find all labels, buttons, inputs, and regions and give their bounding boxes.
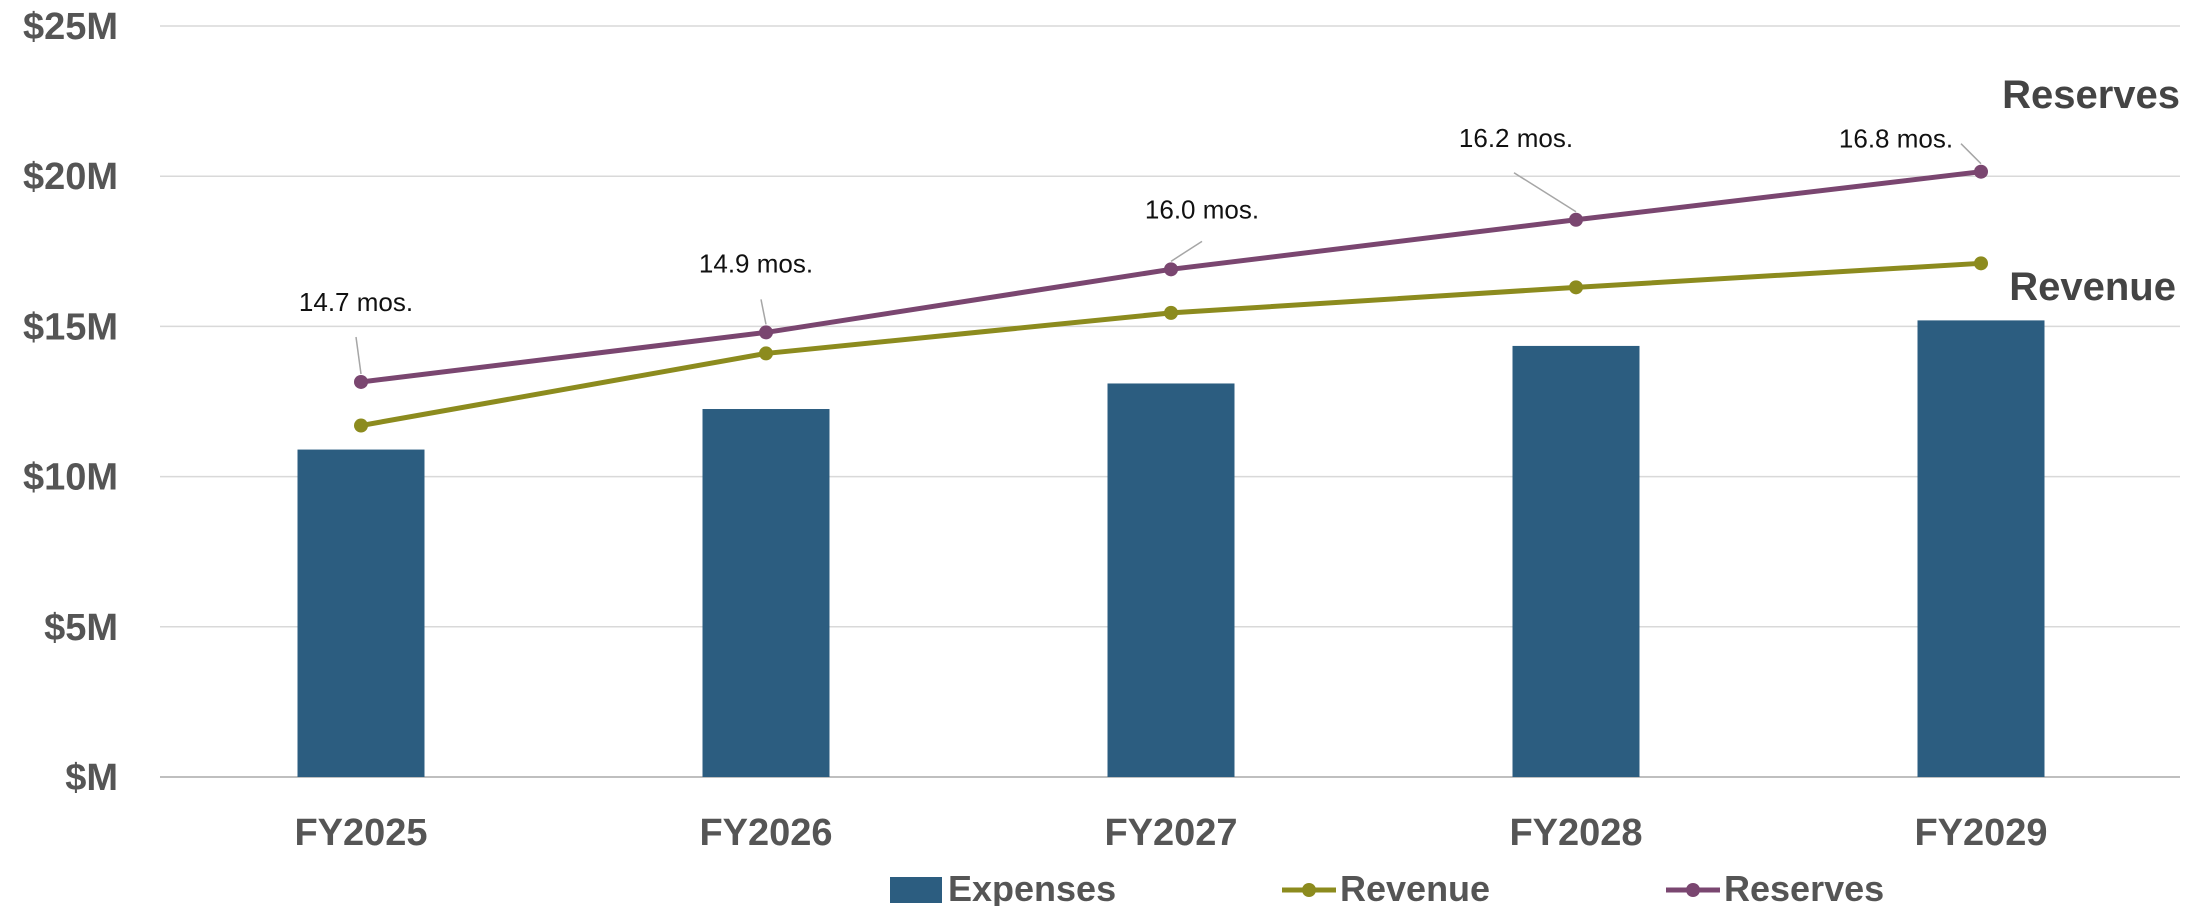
point-revenue: [1164, 305, 1178, 320]
expenses-bars: [297, 320, 2045, 777]
y-tick-label: $15M: [23, 306, 118, 348]
legend-marker-revenue: [1302, 883, 1316, 897]
y-tick-label: $25M: [23, 6, 118, 48]
data-labels: 14.7 mos. 14.9 mos. 16.0 mos. 16.2 mos. 16.8…: [299, 123, 1982, 375]
legend-label-revenue: Revenue: [1340, 868, 1490, 906]
y-axis: $M $5M $10M $15M $20M $25M: [23, 6, 118, 799]
data-label-reserves: 16.8 mos.: [1839, 124, 1953, 154]
series-label-reserves: Reserves: [2002, 73, 2180, 117]
point-revenue: [759, 346, 773, 361]
data-label-leader: [355, 336, 362, 375]
data-label-leader: [760, 299, 767, 325]
x-tick-label: FY2027: [1104, 812, 1237, 854]
point-reserves: [759, 325, 773, 340]
legend-marker-reserves: [1686, 883, 1700, 897]
bar-expenses: [702, 409, 830, 777]
data-label-reserves: 16.2 mos.: [1459, 123, 1573, 153]
x-tick-label: FY2025: [294, 812, 427, 854]
y-tick-label: $10M: [23, 457, 118, 499]
point-reserves: [354, 374, 368, 389]
x-tick-label: FY2026: [699, 812, 832, 854]
bar-expenses: [1917, 320, 2045, 777]
y-tick-label: $M: [65, 757, 118, 799]
legend: Expenses Revenue Reserves: [890, 868, 1884, 906]
data-label-reserves: 14.9 mos.: [699, 248, 813, 278]
x-tick-label: FY2029: [1914, 812, 2047, 854]
bar-expenses: [297, 449, 425, 777]
legend-label-reserves: Reserves: [1724, 868, 1884, 906]
data-label-reserves: 14.7 mos.: [299, 287, 413, 317]
data-label-leader: [1960, 143, 1982, 165]
y-tick-label: $20M: [23, 156, 118, 198]
bar-expenses: [1512, 345, 1640, 777]
data-label-leader: [1170, 240, 1203, 262]
x-axis: FY2025 FY2026 FY2027 FY2028 FY2029: [294, 812, 2047, 854]
point-reserves: [1974, 164, 1988, 179]
series-label-revenue: Revenue: [2009, 265, 2176, 309]
point-reserves: [1164, 262, 1178, 277]
data-label-reserves: 16.0 mos.: [1145, 194, 1259, 224]
data-label-leader: [1513, 172, 1577, 213]
x-tick-label: FY2028: [1509, 812, 1642, 854]
line-series: [354, 164, 1988, 433]
point-revenue: [1569, 280, 1583, 295]
bar-expenses: [1107, 383, 1235, 777]
legend-swatch-expenses: [890, 877, 942, 903]
point-reserves: [1569, 212, 1583, 227]
legend-label-expenses: Expenses: [948, 868, 1116, 906]
point-revenue: [1974, 256, 1988, 271]
y-tick-label: $5M: [44, 607, 118, 649]
point-revenue: [354, 418, 368, 433]
